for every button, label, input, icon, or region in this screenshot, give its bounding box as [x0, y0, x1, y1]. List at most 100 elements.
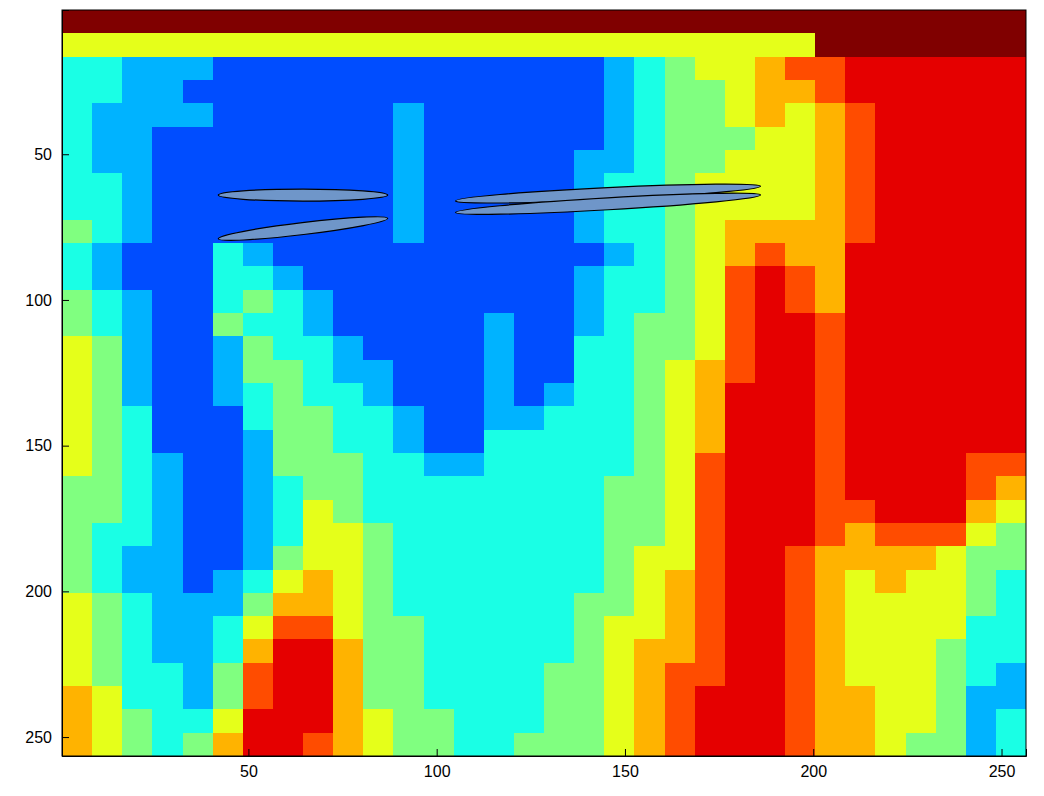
heatmap-cell — [183, 150, 214, 174]
heatmap-cell — [514, 103, 545, 127]
heatmap-cell — [122, 523, 153, 547]
heatmap-cell — [785, 733, 816, 756]
heatmap-cell — [243, 336, 274, 360]
heatmap-cell — [424, 197, 455, 221]
heatmap-cell — [454, 709, 485, 733]
heatmap-cell — [725, 476, 756, 500]
heatmap-cell — [815, 500, 846, 524]
heatmap-cell — [363, 616, 394, 640]
heatmap-cell — [604, 266, 635, 290]
heatmap-cell — [725, 406, 756, 430]
heatmap-cell — [243, 709, 274, 733]
tick-mark — [62, 154, 69, 155]
heatmap-cell — [634, 313, 665, 337]
heatmap-cell — [122, 476, 153, 500]
heatmap-cell — [815, 383, 846, 407]
heatmap-cell — [484, 663, 515, 687]
heatmap-cell — [92, 570, 123, 594]
heatmap-cell — [424, 476, 455, 500]
heatmap-cell — [906, 430, 937, 454]
heatmap-cell — [906, 709, 937, 733]
heatmap-cell — [544, 406, 575, 430]
heatmap-cell — [755, 220, 786, 244]
heatmap-cell — [92, 453, 123, 477]
heatmap-cell — [906, 546, 937, 570]
heatmap-cell — [122, 10, 153, 34]
heatmap-cell — [303, 453, 334, 477]
heatmap-cell — [996, 336, 1026, 360]
heatmap-cell — [815, 80, 846, 104]
heatmap-cell — [634, 523, 665, 547]
heatmap-cell — [604, 220, 635, 244]
heatmap-cell — [544, 336, 575, 360]
heatmap-cell — [725, 290, 756, 314]
heatmap-cell — [333, 570, 364, 594]
heatmap-cell — [484, 103, 515, 127]
heatmap-cell — [604, 453, 635, 477]
heatmap-cell — [243, 57, 274, 81]
heatmap-cell — [213, 127, 244, 151]
heatmap-cell — [424, 570, 455, 594]
heatmap-cell — [183, 593, 214, 617]
heatmap-cell — [875, 57, 906, 81]
heatmap-cell — [785, 103, 816, 127]
heatmap-cell — [725, 453, 756, 477]
heatmap-cell — [634, 10, 665, 34]
heatmap-cell — [574, 243, 605, 267]
heatmap-cell — [815, 57, 846, 81]
heatmap-cell — [303, 10, 334, 34]
heatmap-cell — [725, 686, 756, 710]
plot-frame — [62, 10, 1026, 756]
heatmap-cell — [634, 243, 665, 267]
heatmap-cell — [454, 173, 485, 197]
heatmap-cell — [273, 33, 304, 57]
heatmap-cell — [906, 33, 937, 57]
heatmap-cell — [303, 476, 334, 500]
heatmap-cell — [996, 546, 1026, 570]
heatmap-cell — [213, 733, 244, 756]
heatmap-cell — [424, 430, 455, 454]
heatmap-cell — [755, 103, 786, 127]
heatmap-cell — [333, 10, 364, 34]
heatmap-cell — [393, 173, 424, 197]
heatmap-cell — [906, 570, 937, 594]
heatmap-cell — [755, 197, 786, 221]
heatmap-cell — [333, 733, 364, 756]
heatmap-cell — [213, 430, 244, 454]
heatmap-cell — [785, 57, 816, 81]
heatmap-cell — [725, 127, 756, 151]
heatmap-cell — [725, 220, 756, 244]
heatmap-cell — [695, 360, 726, 384]
heatmap-cell — [665, 709, 696, 733]
heatmap-cell — [122, 266, 153, 290]
heatmap-cell — [845, 453, 876, 477]
heatmap-cell — [604, 80, 635, 104]
heatmap-cell — [363, 570, 394, 594]
tick-mark — [437, 749, 438, 756]
heatmap-cell — [815, 336, 846, 360]
heatmap-cell — [484, 476, 515, 500]
heatmap-cell — [966, 243, 997, 267]
heatmap-cell — [92, 686, 123, 710]
heatmap-cell — [875, 709, 906, 733]
tick-label: 50 — [34, 146, 52, 163]
heatmap-cell — [424, 313, 455, 337]
heatmap-cell — [634, 733, 665, 756]
heatmap-cell — [514, 33, 545, 57]
tick-label: 250 — [25, 729, 52, 746]
heatmap-cell — [906, 313, 937, 337]
heatmap-cell — [996, 220, 1026, 244]
heatmap-cell — [544, 360, 575, 384]
heatmap-cell — [815, 406, 846, 430]
heatmap-cell — [243, 10, 274, 34]
heatmap-cell — [454, 593, 485, 617]
heatmap-cell — [62, 523, 93, 547]
heatmap-cell — [906, 500, 937, 524]
heatmap-cell — [544, 663, 575, 687]
heatmap-cell — [695, 383, 726, 407]
heatmap-cell — [966, 266, 997, 290]
heatmap-cell — [424, 733, 455, 756]
heatmap-cell — [62, 336, 93, 360]
x-axis: 50100150200250 — [63, 749, 1027, 780]
tick-label: 250 — [989, 763, 1016, 780]
